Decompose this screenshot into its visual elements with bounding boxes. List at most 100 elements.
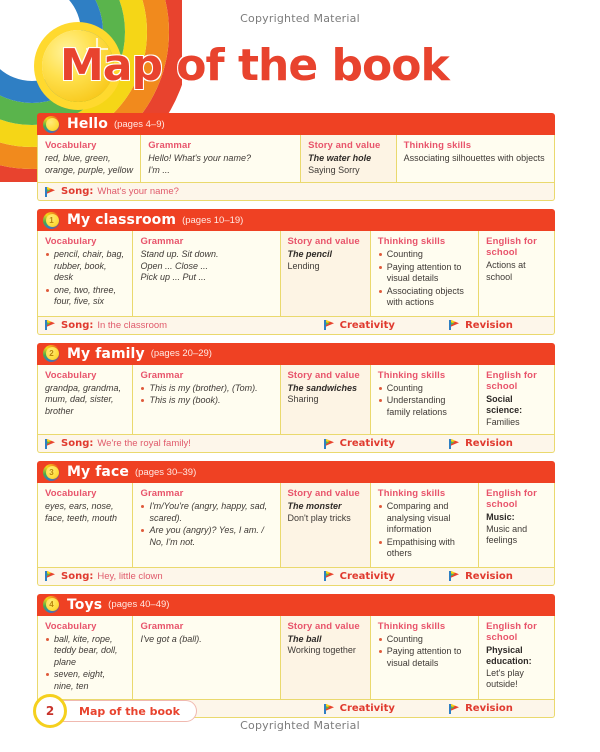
revision-label: Revision	[465, 570, 513, 582]
cell-grammar: Grammar I've got a (ball).	[133, 615, 281, 699]
story-value: Sharing	[287, 394, 319, 404]
flag-icon	[45, 320, 55, 330]
column-title: Grammar	[140, 488, 184, 499]
list-item: I'm/You're (angry, happy, sad, scared).	[140, 501, 272, 524]
cell-text: eyes, ears, nose, face, teeth, mouth	[45, 501, 118, 523]
unit-badge-icon: 1	[43, 211, 60, 229]
unit-block: Hello (pages 4–9) Vocabulary red, blue, gre…	[37, 113, 555, 201]
column-title: Story and value	[287, 236, 360, 247]
cell-story-and-value: Story and value The pencil Lending	[280, 231, 371, 316]
cell-thinking-skills: Thinking skills Comparing and analysing v…	[370, 483, 480, 567]
cell-english-for-school: English for school Actions at school	[479, 231, 554, 316]
list-item: This is my (brother), (Tom).	[140, 383, 272, 395]
song-label: Song:	[61, 438, 94, 449]
list-item: Paying attention to visual details	[378, 646, 471, 669]
unit-table: Vocabulary eyes, ears, nose, face, teeth,…	[37, 483, 555, 568]
cell-english-for-school: English for school Physical education: Let…	[479, 615, 554, 699]
creativity-label: Creativity	[339, 438, 395, 449]
unit-badge-icon: 4	[43, 596, 60, 613]
flag-icon	[323, 438, 334, 449]
unit-song-bar: Song: In the classroom Creativity Revision	[37, 316, 555, 335]
column-title: Story and value	[287, 620, 360, 632]
column-title: Grammar	[148, 140, 192, 151]
cell-text: red, blue, green, orange, purple, yellow	[45, 153, 134, 175]
creativity-label: Creativity	[339, 703, 395, 714]
cell-text: Stand up. Sit down.	[140, 249, 219, 259]
creativity-slot: Creativity	[323, 703, 395, 714]
cell-story-and-value: Story and value The water hole Saying Sorr…	[301, 135, 397, 182]
unit-title: Hello	[67, 116, 108, 132]
cell-bullet-list: Counting Understanding family relations	[378, 383, 471, 419]
cell-thinking-skills: Thinking skills Counting Paying attention …	[370, 231, 480, 316]
column-title: Vocabulary	[45, 488, 97, 499]
column-title: Thinking skills	[403, 140, 472, 151]
sun-coin-icon	[42, 30, 114, 102]
page-number-badge: 2	[33, 694, 67, 728]
column-title: Vocabulary	[45, 236, 97, 247]
efs-detail: Actions at school	[486, 260, 526, 282]
revision-label: Revision	[465, 319, 513, 331]
column-title: Thinking skills	[377, 620, 446, 632]
cell-bullet-list: Comparing and analysing visual informati…	[378, 501, 471, 560]
unit-pages: (pages 10–19)	[182, 214, 244, 226]
list-item: seven, eight, nine, ten	[45, 669, 125, 692]
story-title: The sandwiches	[287, 382, 358, 393]
flag-icon	[323, 703, 334, 714]
cell-text: grandpa, grandma, mum, dad, sister, brot…	[45, 382, 122, 416]
cell-vocabulary: Vocabulary grandpa, grandma, mum, dad, si…	[38, 364, 134, 434]
cell-thinking-skills: Thinking skills Counting Paying attention …	[370, 615, 480, 699]
unit-pages: (pages 40–49)	[108, 599, 170, 610]
column-title: English for school	[486, 620, 537, 643]
unit-number: 3	[49, 467, 54, 477]
unit-title: My classroom	[67, 212, 177, 228]
page-title-group: Map of the book	[42, 30, 450, 102]
list-item: Understanding family relations	[378, 395, 471, 418]
unit-table: Vocabulary red, blue, green, orange, purp…	[37, 135, 555, 183]
creativity-label: Creativity	[339, 319, 395, 331]
song-label: Song:	[61, 319, 94, 331]
unit-list: Hello (pages 4–9) Vocabulary red, blue, gre…	[37, 113, 555, 726]
song-slot: Song: What's your name?	[45, 186, 179, 197]
unit-title: Toys	[67, 596, 103, 613]
unit-badge-icon	[43, 115, 60, 133]
story-value: Don't play tricks	[287, 512, 351, 523]
unit-block: 1 My classroom (pages 10–19) Vocabulary penc…	[37, 209, 555, 335]
column-title: Grammar	[140, 620, 184, 632]
column-title: English for school	[486, 369, 537, 392]
efs-detail: Families	[486, 416, 520, 427]
list-item: Paying attention to visual details	[378, 262, 471, 285]
unit-pages: (pages 4–9)	[113, 118, 165, 130]
unit-song-bar: Song: Hey, little clown Creativity Revision	[37, 567, 555, 586]
column-title: Story and value	[308, 140, 381, 151]
list-item: Empathising with others	[378, 537, 471, 560]
song-slot: Song: In the classroom	[45, 320, 167, 331]
unit-header: 1 My classroom (pages 10–19)	[37, 209, 555, 231]
cell-english-for-school: English for school Music: Music and feelin…	[479, 483, 554, 567]
unit-table: Vocabulary ball, kite, rope, teddy bear, …	[37, 615, 555, 700]
unit-song-bar: Song: We're the royal family! Creativity Re…	[37, 435, 555, 453]
unit-number: 1	[49, 215, 54, 225]
cell-text: Hello! What's your name?	[148, 153, 251, 163]
revision-slot: Revision	[449, 703, 513, 714]
list-item: ball, kite, rope, teddy bear, doll, plan…	[45, 634, 125, 669]
cell-text: Associating silhouettes with objects	[403, 153, 545, 163]
unit-table: Vocabulary pencil, chair, bag, rubber, bo…	[37, 231, 555, 317]
unit-pages: (pages 30–39)	[134, 466, 197, 478]
unit-badge-icon: 2	[43, 345, 60, 362]
unit-header: 4 Toys (pages 40–49)	[37, 593, 555, 616]
story-value: Working together	[287, 645, 356, 655]
flag-icon	[323, 320, 334, 330]
efs-subject: Physical education:	[486, 644, 532, 667]
cell-text: I've got a (ball).	[140, 633, 202, 644]
cell-thinking-skills: Thinking skills Associating silhouettes w…	[396, 135, 554, 182]
flag-icon	[449, 438, 460, 449]
list-item: pencil, chair, bag, rubber, book, desk	[45, 249, 125, 284]
cell-vocabulary: Vocabulary ball, kite, rope, teddy bear, …	[38, 615, 134, 699]
creativity-slot: Creativity	[323, 438, 395, 449]
footer-section-label: Map of the book	[61, 700, 197, 722]
cell-story-and-value: Story and value The ball Working together	[280, 615, 371, 699]
copyright-bottom: Copyrighted Material	[240, 719, 360, 732]
unit-number: 4	[49, 600, 54, 609]
flag-icon	[449, 320, 460, 330]
song-label: Song:	[61, 570, 94, 582]
